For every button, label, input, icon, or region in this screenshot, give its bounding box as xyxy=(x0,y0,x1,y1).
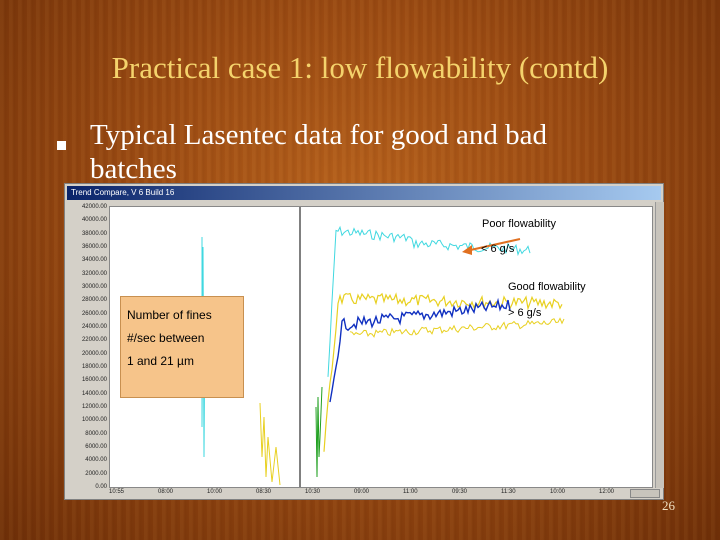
y-tick-label: 40000.00 xyxy=(81,217,107,224)
horizontal-scrollbar[interactable] xyxy=(630,489,660,498)
fines-callout: Number of fines #/sec between 1 and 21 µ… xyxy=(120,296,244,398)
y-tick-label: 8000.00 xyxy=(85,430,107,437)
fines-line-3: 1 and 21 µm xyxy=(127,354,194,368)
fines-line-2: #/sec between xyxy=(127,331,205,345)
y-tick-label: 4000.00 xyxy=(85,457,107,464)
y-tick-label: 12000.00 xyxy=(81,404,107,410)
x-tick-label: 10:30 xyxy=(305,489,321,495)
window-titlebar: Trend Compare, V 6 Build 16 xyxy=(67,186,661,200)
y-tick-label: 16000.00 xyxy=(81,377,107,384)
x-tick-label: 11:30 xyxy=(501,489,516,495)
y-tick-label: 26000.00 xyxy=(81,310,107,317)
y-tick-label: 0.00 xyxy=(95,484,107,490)
x-tick-label: 12:00 xyxy=(599,489,615,495)
y-tick-label: 36000.00 xyxy=(81,244,107,250)
y-tick-label: 18000.00 xyxy=(81,364,107,370)
vertical-scrollbar[interactable] xyxy=(655,202,664,488)
x-tick-label: 10:00 xyxy=(550,489,566,495)
x-tick-label: 09:30 xyxy=(452,489,468,495)
y-tick-label: 42000.00 xyxy=(81,204,107,210)
yellow-early xyxy=(259,402,281,486)
y-tick-label: 6000.00 xyxy=(85,444,107,450)
yellow-trace xyxy=(323,292,563,452)
y-tick-label: 30000.00 xyxy=(81,284,107,290)
x-tick-label: 09:00 xyxy=(354,489,370,495)
y-tick-label: 14000.00 xyxy=(81,390,107,397)
y-tick-label: 10000.00 xyxy=(81,417,107,424)
bullet-text: Typical Lasentec data for good and bad b… xyxy=(90,119,547,185)
y-tick-label: 32000.00 xyxy=(81,270,107,277)
y-tick-label: 28000.00 xyxy=(81,297,107,304)
poor-flowability-label: Poor flowability xyxy=(482,218,556,230)
arrow-head-icon xyxy=(462,245,472,255)
cyan-trace xyxy=(327,225,531,377)
x-axis: 10:55 08:00 10:00 08:30 10:30 09:00 11:00 09:30… xyxy=(109,488,653,499)
slide-title: Practical case 1: low flowability (contd… xyxy=(111,50,609,85)
green-trace xyxy=(315,386,323,478)
blue-trace xyxy=(329,297,511,403)
y-axis: 42000.00 40000.00 38000.00 36000.00 34000.00… xyxy=(67,202,107,490)
x-tick-label: 10:00 xyxy=(207,489,223,495)
y-tick-label: 38000.00 xyxy=(81,230,107,237)
fines-line-1: Number of fines xyxy=(127,308,212,322)
y-tick-label: 34000.00 xyxy=(81,257,107,264)
bullet-square-icon xyxy=(57,141,66,150)
y-tick-label: 22000.00 xyxy=(81,337,107,344)
poor-flowability-value: < 6 g/s xyxy=(481,243,515,255)
good-flowability-value: > 6 g/s xyxy=(508,307,542,319)
poor-flowability-arrow xyxy=(465,238,521,252)
x-tick-label: 10:55 xyxy=(109,489,125,495)
y-tick-label: 24000.00 xyxy=(81,324,107,330)
x-tick-label: 11:00 xyxy=(403,489,418,495)
x-tick-label: 08:00 xyxy=(158,489,174,495)
page-number: 26 xyxy=(662,498,675,513)
y-tick-label: 20000.00 xyxy=(81,350,107,357)
x-tick-label: 08:30 xyxy=(256,489,272,495)
yellow-trace-lower xyxy=(349,317,565,338)
good-flowability-label: Good flowability xyxy=(508,281,586,293)
y-tick-label: 2000.00 xyxy=(85,470,107,477)
